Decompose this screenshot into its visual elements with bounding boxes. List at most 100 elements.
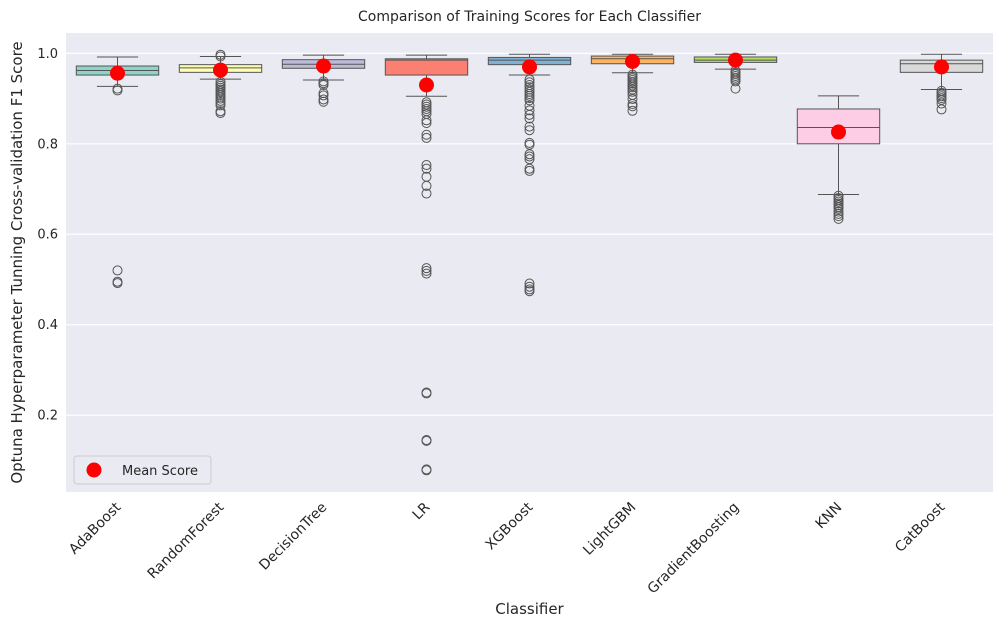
x-tick-label: GradientBoosting [645, 500, 743, 598]
outlier-point [421, 265, 432, 276]
legend-label-mean: Mean Score [122, 464, 198, 479]
outlier-point [524, 163, 535, 174]
outlier-point [730, 76, 741, 87]
outlier-point [627, 101, 638, 112]
mean-marker [316, 58, 331, 74]
outlier-point [421, 465, 432, 476]
y-tick-label: 1.0 [37, 47, 58, 62]
series-decisiontree [281, 54, 366, 107]
outlier-point [112, 265, 123, 276]
outlier-point [627, 98, 638, 109]
mean-marker [110, 65, 125, 81]
legend: Mean Score [73, 455, 212, 485]
outlier-point [215, 51, 226, 62]
outlier-point [833, 203, 844, 214]
outlier-point [112, 278, 123, 289]
outlier-point [421, 435, 432, 446]
outlier-point [627, 82, 638, 93]
outlier-point [421, 101, 432, 112]
outlier-point [936, 98, 947, 109]
plot-area [66, 33, 993, 492]
mean-marker [522, 59, 537, 75]
series-lightgbm [590, 53, 675, 116]
x-tick-label: LightGBM [580, 500, 639, 559]
x-tick-label: KNN [813, 500, 846, 533]
outlier-point [215, 98, 226, 109]
legend-marker-mean [86, 462, 102, 478]
chart-title: Comparison of Training Scores for Each C… [358, 9, 701, 25]
outlier-point [524, 121, 535, 132]
outlier-point [215, 95, 226, 106]
outlier-point [421, 160, 432, 171]
series-randomforest [178, 49, 263, 119]
series-layer [75, 49, 984, 476]
outlier-point [936, 104, 947, 115]
series-gradientboosting [693, 52, 778, 94]
x-tick-label: DecisionTree [256, 500, 330, 574]
outlier-point [318, 80, 329, 91]
outlier-point [833, 208, 844, 219]
outlier-point [421, 129, 432, 140]
outlier-point [524, 105, 535, 116]
y-tick-label: 0.4 [37, 318, 58, 333]
outlier-point [421, 268, 432, 279]
x-tick-label: XGBoost [483, 499, 537, 553]
outlier-point [215, 93, 226, 104]
mean-marker [625, 53, 640, 69]
outlier-point [524, 74, 535, 85]
outlier-point [524, 286, 535, 297]
outlier-point [833, 211, 844, 222]
outlier-point [215, 100, 226, 111]
outlier-point [524, 93, 535, 104]
outlier-point [318, 94, 329, 105]
x-tick-label: CatBoost [892, 499, 948, 555]
outlier-point [524, 109, 535, 120]
outlier-point [112, 83, 123, 94]
mean-marker [728, 52, 743, 68]
mean-marker [419, 77, 434, 93]
outlier-point [627, 86, 638, 97]
outlier-point [730, 83, 741, 94]
outlier-point [627, 94, 638, 105]
outlier-point [421, 180, 432, 191]
series-catboost [899, 53, 984, 115]
x-tick-label: AdaBoost [66, 499, 125, 558]
outlier-point [524, 95, 535, 106]
outlier-point [524, 149, 535, 160]
mean-marker [934, 59, 949, 75]
outlier-point [524, 151, 535, 162]
series-knn [796, 95, 881, 224]
outlier-point [421, 263, 432, 274]
outlier-point [421, 117, 432, 128]
x-tick-label: RandomForest [145, 499, 228, 582]
outlier-point [421, 163, 432, 174]
y-tick-label: 0.2 [37, 409, 58, 424]
outlier-point [421, 103, 432, 114]
outlier-point [421, 188, 432, 199]
y-tick-label: 0.6 [37, 228, 58, 243]
box [384, 58, 469, 76]
outlier-point [421, 132, 432, 143]
outlier-point [524, 113, 535, 124]
outlier-point [833, 213, 844, 224]
outlier-point [833, 206, 844, 217]
outlier-point [421, 115, 432, 126]
outlier-point [524, 281, 535, 292]
outlier-point [524, 278, 535, 289]
legend-box [73, 455, 212, 485]
outlier-point [524, 165, 535, 176]
series-lr [384, 54, 469, 476]
outlier-point [524, 125, 535, 136]
series-adaboost [75, 56, 160, 289]
x-axis-label: Classifier [495, 600, 564, 618]
series-xgboost [487, 53, 572, 297]
y-tick-label: 0.8 [37, 137, 58, 152]
mean-marker [831, 124, 846, 140]
outlier-point [421, 388, 432, 399]
x-tick-label: LR [410, 499, 434, 523]
y-axis-label: Optuna Hyperparameter Tunning Cross-vali… [8, 41, 26, 483]
outlier-point [215, 108, 226, 119]
outlier-point [627, 105, 638, 116]
mean-marker [213, 62, 228, 78]
